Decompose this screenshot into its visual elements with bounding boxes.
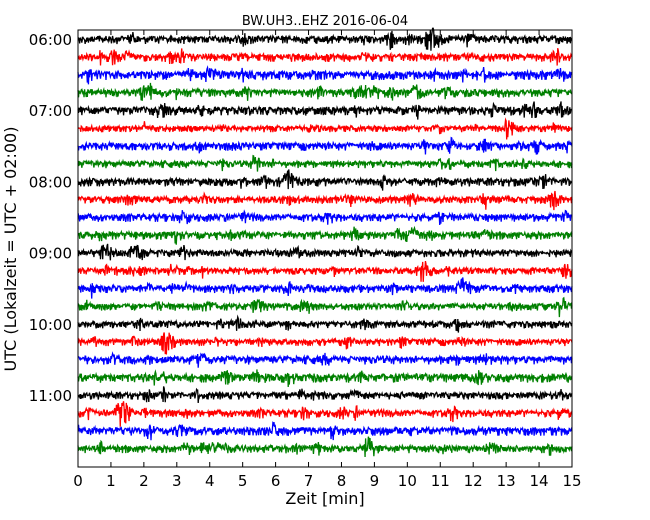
x-tick-label: 4	[205, 472, 215, 490]
x-tick-label: 6	[271, 472, 281, 490]
x-axis-label: Zeit [min]	[285, 489, 364, 508]
trace-9	[77, 190, 573, 211]
trace-18	[77, 351, 573, 368]
plot-frame	[77, 29, 573, 468]
y-tick-label: 06:00	[29, 31, 72, 49]
y-tick-label: 08:00	[29, 173, 72, 191]
y-tick-label: 09:00	[29, 245, 72, 263]
x-tick-label: 3	[172, 472, 182, 490]
trace-22	[77, 420, 573, 441]
x-tick-label: 14	[530, 472, 549, 490]
x-tick-label: 9	[370, 472, 380, 490]
x-tick-label: 0	[73, 472, 83, 490]
trace-15	[77, 296, 573, 318]
x-tick-label: 11	[431, 472, 450, 490]
trace-0	[77, 27, 573, 51]
trace-10	[77, 209, 573, 225]
trace-21	[77, 401, 573, 427]
y-tick-label: 11:00	[29, 387, 72, 405]
x-tick-label: 5	[238, 472, 248, 490]
trace-11	[77, 225, 573, 245]
y-axis: 06:00 07:00 08:00 09:00 10:00 11:00	[29, 31, 83, 405]
trace-12	[77, 243, 573, 261]
trace-8	[77, 169, 573, 191]
trace-7	[77, 154, 573, 172]
trace-4	[77, 101, 573, 120]
trace-1	[77, 47, 573, 66]
trace-6	[77, 136, 573, 155]
x-tick-label: 12	[464, 472, 483, 490]
trace-2	[77, 65, 573, 85]
x-tick-label: 15	[562, 472, 581, 490]
trace-17	[77, 332, 573, 355]
x-axis: 0 1 2 3 4 5 6 7 8 9 10 11 12 13 14 15	[73, 30, 582, 490]
trace-23	[77, 436, 573, 457]
x-tick-label: 13	[497, 472, 516, 490]
x-tick-label: 1	[106, 472, 116, 490]
chart-title: BW.UH3..EHZ 2016-06-04	[242, 14, 408, 29]
x-tick-label: 10	[398, 472, 417, 490]
trace-20	[77, 386, 573, 403]
y-tick-label: 10:00	[29, 316, 72, 334]
x-tick-label: 8	[337, 472, 347, 490]
y-axis-label: UTC (Lokalzeit = UTC + 02:00)	[1, 127, 20, 372]
y-tick-label: 07:00	[29, 102, 72, 120]
trace-14	[77, 277, 573, 299]
trace-13	[77, 260, 573, 282]
trace-5	[77, 117, 573, 140]
x-tick-label: 7	[304, 472, 314, 490]
trace-3	[77, 82, 573, 101]
trace-16	[77, 314, 573, 333]
trace-19	[77, 369, 573, 388]
trace-layer	[77, 27, 573, 457]
x-tick-label: 2	[139, 472, 149, 490]
